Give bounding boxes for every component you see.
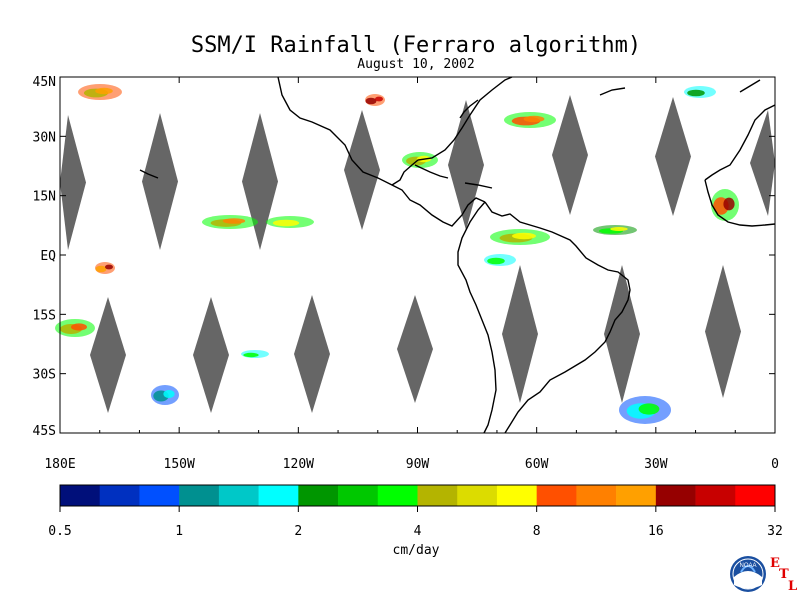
lat-label: 15N bbox=[33, 190, 56, 205]
longitude-labels: 180E 150W 120W 90W 60W 30W 0 bbox=[44, 457, 779, 472]
no-data-swath bbox=[90, 297, 126, 413]
lon-label: 60W bbox=[525, 457, 549, 472]
lat-label: 45S bbox=[33, 424, 56, 439]
lat-label: 30N bbox=[33, 130, 56, 145]
no-data-swath bbox=[750, 110, 775, 216]
coastline bbox=[414, 164, 449, 179]
lat-label: EQ bbox=[40, 249, 56, 264]
latitude-labels: 45N 30N 15N EQ 15S 30S 45S bbox=[33, 75, 57, 439]
coastline bbox=[464, 182, 493, 189]
lon-label: 90W bbox=[406, 457, 430, 472]
no-data-swath bbox=[552, 95, 588, 215]
map-area bbox=[55, 76, 776, 434]
colorbar-tick-label: 1 bbox=[175, 524, 183, 539]
colorbar-swatch bbox=[655, 485, 696, 506]
chart-title: SSM/I Rainfall (Ferraro algorithm) bbox=[191, 33, 641, 58]
colorbar-swatch bbox=[139, 485, 180, 506]
rain-patch-core bbox=[375, 96, 383, 102]
colorbar-swatch bbox=[417, 485, 458, 506]
colorbar-swatch bbox=[377, 485, 418, 506]
colorbar-swatch bbox=[496, 485, 537, 506]
colorbar-swatch bbox=[179, 485, 220, 506]
coastline bbox=[704, 104, 776, 181]
rain-patch-core bbox=[687, 89, 705, 97]
coastline bbox=[599, 87, 626, 96]
colorbar-labels: 0.5 1 2 4 8 16 32 bbox=[48, 524, 783, 539]
rainfall-patches bbox=[55, 84, 739, 424]
colorbar-swatch bbox=[695, 485, 736, 506]
colorbar-swatch bbox=[576, 485, 617, 506]
colorbar-swatch bbox=[298, 485, 339, 506]
coastline bbox=[459, 99, 479, 119]
colorbar-tick-label: 16 bbox=[648, 524, 664, 539]
rain-patch-core bbox=[95, 87, 113, 95]
etl-letter-t: T bbox=[779, 567, 789, 582]
noaa-etl-logo: NOAA E T L bbox=[730, 556, 797, 594]
rain-patch-core bbox=[163, 390, 175, 398]
no-data-swath bbox=[193, 297, 229, 413]
colorbar-tick-label: 4 bbox=[414, 524, 422, 539]
rain-patch-core bbox=[365, 97, 377, 105]
colorbar-swatch bbox=[616, 485, 657, 506]
colorbar-swatch bbox=[457, 485, 498, 506]
lon-label: 120W bbox=[283, 457, 314, 472]
no-data-swath bbox=[604, 265, 640, 403]
no-data-swaths bbox=[60, 95, 775, 413]
lon-label: 0 bbox=[771, 457, 779, 472]
lat-label: 45N bbox=[33, 75, 56, 90]
lon-label: 30W bbox=[644, 457, 668, 472]
rain-patch-core bbox=[243, 352, 259, 358]
lon-label: 150W bbox=[164, 457, 195, 472]
no-data-swath bbox=[294, 295, 330, 413]
lat-label: 15S bbox=[33, 308, 56, 323]
rain-patch-core bbox=[71, 323, 87, 331]
colorbar-swatch bbox=[258, 485, 299, 506]
noaa-seal-text: NOAA bbox=[739, 563, 756, 569]
no-data-swath bbox=[655, 97, 691, 216]
etl-letter-e: E bbox=[770, 556, 780, 571]
coastline bbox=[739, 79, 761, 93]
no-data-swath bbox=[242, 113, 278, 250]
no-data-swath bbox=[705, 265, 741, 398]
colorbar-tick-label: 32 bbox=[767, 524, 783, 539]
coastline bbox=[484, 201, 631, 434]
rain-patch-core bbox=[638, 403, 660, 415]
rain-patch-core bbox=[95, 265, 107, 273]
colorbar-tick-label: 8 bbox=[533, 524, 541, 539]
coastlines bbox=[139, 76, 776, 434]
no-data-swath bbox=[142, 113, 178, 250]
no-data-swath bbox=[397, 295, 433, 403]
no-data-swath bbox=[60, 115, 86, 250]
no-data-swath bbox=[502, 265, 538, 403]
colorbar-swatch bbox=[338, 485, 379, 506]
rain-patch-core bbox=[512, 232, 536, 240]
rain-patch-core bbox=[610, 227, 628, 231]
rain-patch-core bbox=[272, 219, 300, 227]
colorbar-tick-label: 0.5 bbox=[48, 524, 71, 539]
rain-patch-core bbox=[523, 115, 545, 123]
lon-label: 180E bbox=[44, 457, 75, 472]
colorbar-swatch bbox=[60, 485, 101, 506]
colorbar-swatch bbox=[536, 485, 577, 506]
rain-patch-core bbox=[222, 218, 246, 224]
chart-subtitle: August 10, 2002 bbox=[357, 57, 474, 72]
axis-ticks bbox=[59, 76, 776, 434]
coastline bbox=[704, 179, 776, 227]
rain-patch-core bbox=[105, 264, 113, 270]
colorbar-swatch bbox=[218, 485, 259, 506]
coastline bbox=[391, 76, 513, 186]
colorbar bbox=[59, 484, 776, 512]
lat-label: 30S bbox=[33, 368, 56, 383]
coastline bbox=[457, 201, 497, 434]
rain-patch-core bbox=[723, 197, 735, 211]
colorbar-swatch bbox=[735, 485, 776, 506]
rain-patch-core bbox=[487, 257, 505, 265]
colorbar-unit: cm/day bbox=[393, 543, 440, 558]
colorbar-tick-label: 2 bbox=[294, 524, 302, 539]
etl-letter-l: L bbox=[788, 579, 797, 594]
coastline bbox=[139, 169, 159, 179]
colorbar-swatch bbox=[99, 485, 140, 506]
no-data-swath bbox=[448, 100, 484, 230]
